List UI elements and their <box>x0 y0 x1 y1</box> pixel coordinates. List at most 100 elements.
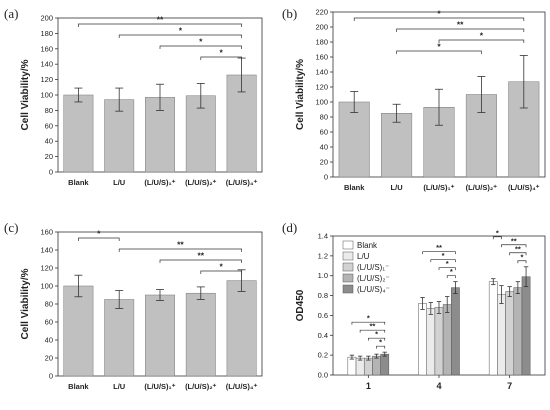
panel-b-ytick-label: 180 <box>315 38 328 47</box>
panel-d-significance-sig-label: * <box>446 259 449 268</box>
panel-d-bar <box>363 357 373 376</box>
panel-b-xtick-label: (L/U/S)₄⁺ <box>508 183 540 192</box>
panel-d-significance-bracket <box>509 252 527 256</box>
panel-c-chart: 0 20 40 60 80 100 120 140 160 Cell Viability/% Bla… <box>20 228 263 391</box>
panel-b-xtick-label: L/U <box>391 183 403 192</box>
panel-c-significance-bracket <box>159 259 242 263</box>
panel-a-bar <box>63 94 94 173</box>
panel-d-ytick-label: 0.0 <box>318 371 328 380</box>
panel-a-xtick-label: L/U <box>113 178 125 187</box>
panel-a-significance-sig-label: * <box>220 48 224 58</box>
panel-b-significance-bracket <box>396 28 525 32</box>
panel-c-xtick-label: Blank <box>68 382 89 391</box>
panel-a-significance-bracket <box>78 23 242 27</box>
panel-d-tag: (d) <box>282 220 297 235</box>
panel-d-ytick-label: 0.8 <box>318 291 328 300</box>
panel-a-xtick-label: (L/U/S)₄⁺ <box>226 178 258 187</box>
panel-c-significance-bracket <box>78 237 120 241</box>
panel-d-bar <box>372 355 381 376</box>
panel-d-bar <box>505 291 515 376</box>
panel-c-bar <box>226 280 257 377</box>
panel-d-xtick-label: 1 <box>366 381 371 391</box>
panel-c-significance-bracket <box>200 270 242 274</box>
panel-a-xtick-label: (L/U/S)₂⁺ <box>185 178 216 187</box>
panel-d-ytick-label: 1.0 <box>318 271 328 280</box>
panel-c-xtick-label: (L/U/S)₁⁺ <box>144 382 175 391</box>
panel-d-significance-sig-label: ** <box>515 244 521 253</box>
panel-b-significance-sig-label: ** <box>457 20 464 30</box>
panel-c-ytick-label: 0 <box>49 372 53 381</box>
panel-d-significance-bracket <box>359 329 386 333</box>
panel-a-ytick-label: 200 <box>40 14 53 23</box>
panel-a-ytick-label: 0 <box>49 168 53 177</box>
panel-d-xtick-label: 4 <box>436 381 441 391</box>
panel-a-ytick-label: 80 <box>45 106 53 115</box>
panel-d-significance-sig-label: * <box>379 338 382 347</box>
panel-a-ytick-label: 20 <box>45 152 53 161</box>
panel-b-ytick-label: 220 <box>315 8 328 17</box>
panel-b-tag: (b) <box>282 6 297 21</box>
panel-b-significance-bracket <box>438 39 525 43</box>
panel-d-legend-swatch <box>342 273 354 283</box>
panel-b-ytick-label: 0 <box>324 173 328 182</box>
panel-a-ytick-label: 120 <box>40 75 53 84</box>
panel-d-significance-bracket <box>438 267 456 271</box>
panel-b-ylabel: Cell Viability/% <box>295 59 306 130</box>
panel-b-xtick-label: Blank <box>344 183 365 192</box>
panel-b-xtick-label: (L/U/S)₂⁺ <box>466 183 497 192</box>
panel-d-significance-sig-label: * <box>521 252 524 261</box>
panel-b-ytick-label: 60 <box>320 128 328 137</box>
panel-b-significance-bracket <box>353 17 525 21</box>
panel-d-legend-label: Blank <box>357 241 378 250</box>
panel-b-xtick-label: (L/U/S)₁⁺ <box>423 183 454 192</box>
panel-d-legend-label: (L/U/S)₄⁻ <box>357 285 390 294</box>
panel-b-significance-bracket <box>396 50 482 54</box>
panel-d-bar <box>380 353 390 376</box>
panel-c-bar <box>63 285 94 377</box>
panel-c-xtick-label: (L/U/S)₄⁺ <box>226 382 258 391</box>
panel-c-ytick-label: 100 <box>40 282 53 291</box>
panel-d-significance-bracket <box>430 259 456 263</box>
panel-d-significance-bracket <box>492 236 502 240</box>
panel-d-bar <box>513 287 523 376</box>
panel-a-ytick-label: 60 <box>45 121 53 130</box>
panel-d-significance-bracket <box>446 275 456 279</box>
panel-c-xtick-label: L/U <box>113 382 125 391</box>
panel-c-xtick-label: (L/U/S)₂⁺ <box>185 382 216 391</box>
panel-a-xtick-label: Blank <box>68 178 89 187</box>
panel-d-significance-sig-label: ** <box>370 322 376 331</box>
panel-c-significance-sig-label: * <box>97 229 101 239</box>
panel-b-ytick-label: 140 <box>315 68 328 77</box>
panel-c-significance-sig-label: * <box>220 262 224 272</box>
panel-c-ytick-label: 140 <box>40 246 53 255</box>
panel-d-bar <box>521 276 531 376</box>
panel-c-ylabel: Cell Viability/% <box>20 268 31 339</box>
panel-a-ytick-label: 100 <box>40 91 53 100</box>
panel-a-chart: 0 20 40 60 80 100 120 140 160 180 200 Cell Viabilit… <box>20 14 263 187</box>
panel-a-ytick-label: 180 <box>40 29 53 38</box>
panel-a-ytick-label: 160 <box>40 44 53 53</box>
panel-d-legend-label: (L/U/S)₂⁻ <box>357 274 390 283</box>
panel-d-bar <box>488 281 498 376</box>
panel-d-ytick-label: 1.2 <box>318 251 328 260</box>
panel-d-significance-bracket <box>517 260 527 264</box>
panel-b-bar <box>338 101 370 178</box>
panel-a-ylabel: Cell Viability/% <box>20 59 31 130</box>
panel-c-ytick-label: 40 <box>45 336 53 345</box>
panel-c-significance-bracket <box>118 248 242 252</box>
panel-a-significance-bracket <box>200 56 242 60</box>
panel-d-significance-sig-label: * <box>450 267 453 276</box>
panel-a-xtick-label: (L/U/S)₁⁺ <box>144 178 175 187</box>
panel-c-ytick-label: 20 <box>45 354 53 363</box>
panel-b-ytick-label: 20 <box>320 158 328 167</box>
panel-c-tag: (c) <box>4 220 18 235</box>
panel-a-tag: (a) <box>4 6 18 21</box>
panel-b-significance-sig-label: * <box>480 31 484 41</box>
panel-d-significance-bracket <box>376 345 386 349</box>
panel-d-legend-swatch <box>342 240 354 250</box>
panel-d-significance-bracket <box>501 244 527 248</box>
panel-d-legend-swatch <box>342 251 354 261</box>
panel-b-significance-sig-label: * <box>437 9 441 19</box>
